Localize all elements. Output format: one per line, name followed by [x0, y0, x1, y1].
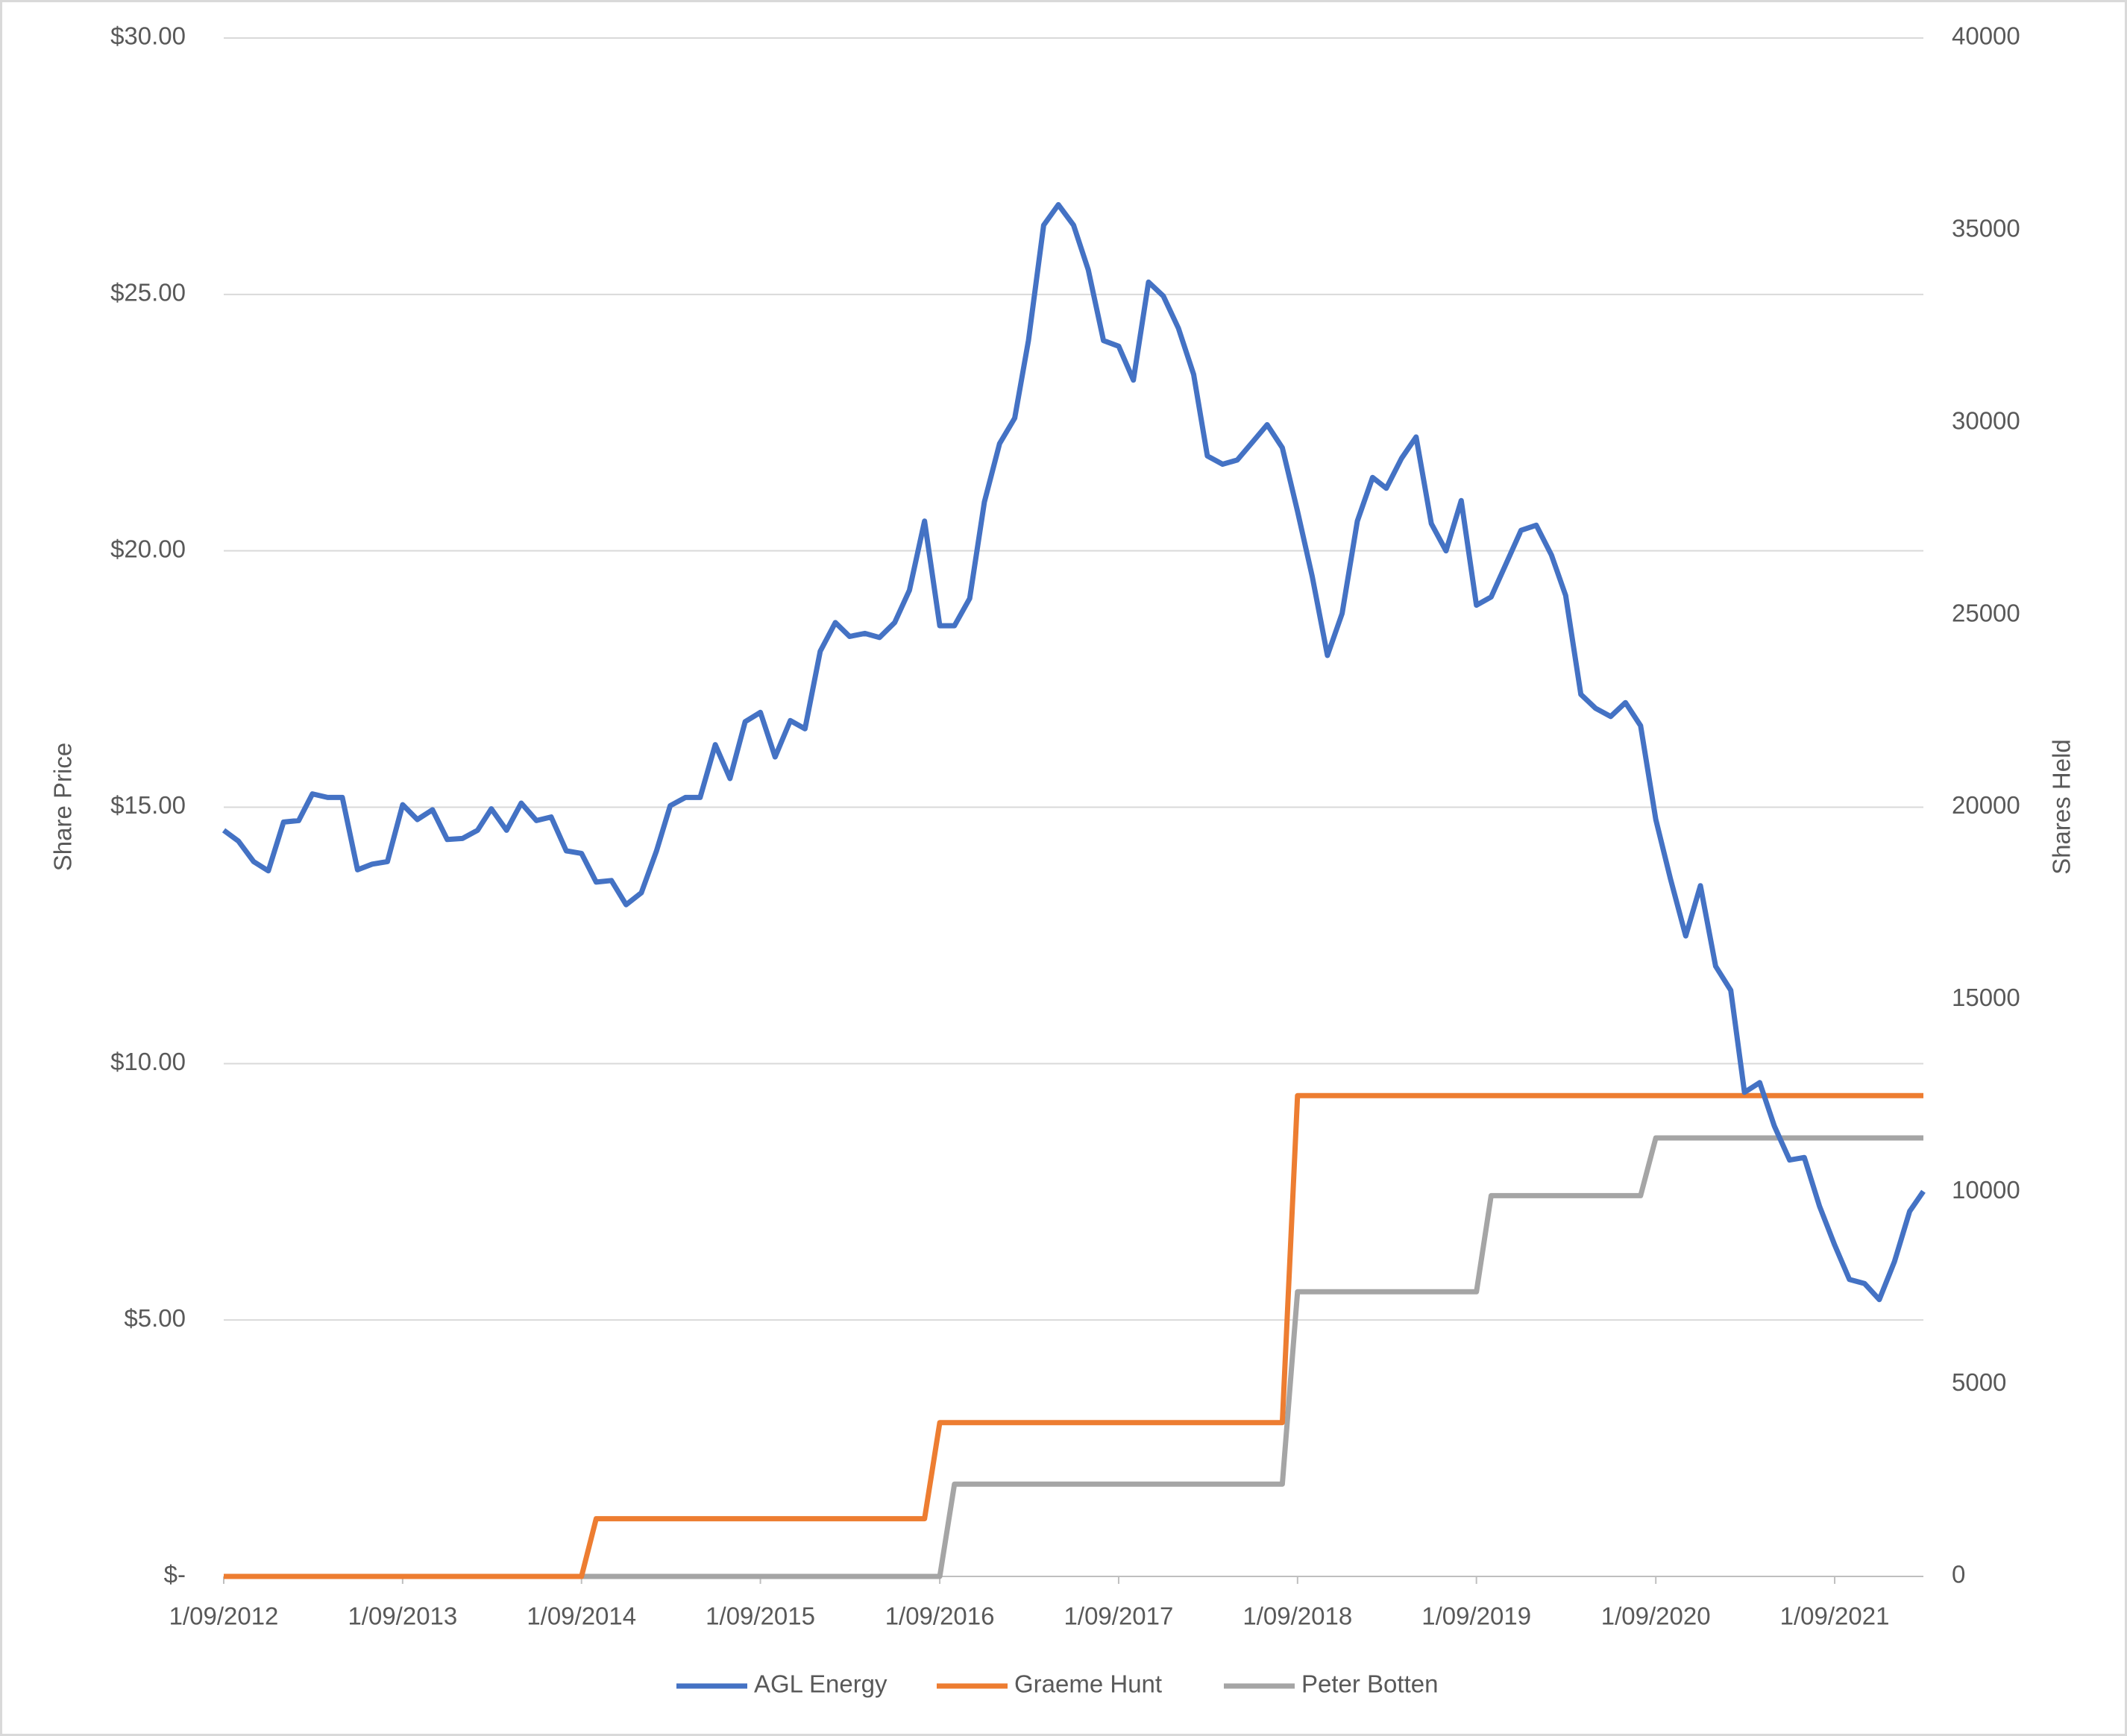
y-tick-label: $25.00 — [110, 279, 186, 306]
x-tick-label: 1/09/2015 — [706, 1603, 815, 1630]
x-tick-label: 1/09/2012 — [169, 1603, 279, 1630]
y2-tick-label: 25000 — [1952, 599, 2020, 626]
x-tick-label: 1/09/2018 — [1242, 1603, 1352, 1630]
x-tick-label: 1/09/2013 — [348, 1603, 457, 1630]
y-tick-label: $20.00 — [110, 535, 186, 562]
y-tick-label: $30.00 — [110, 22, 186, 50]
y-tick-label: $5.00 — [124, 1304, 186, 1332]
y-axis-title: Share Price — [49, 743, 77, 871]
y2-tick-label: 40000 — [1952, 22, 2020, 50]
y2-tick-label: 30000 — [1952, 406, 2020, 434]
legend-label: Graeme Hunt — [1014, 1670, 1162, 1698]
x-tick-label: 1/09/2016 — [885, 1603, 995, 1630]
x-tick-label: 1/09/2017 — [1064, 1603, 1174, 1630]
x-tick-label: 1/09/2021 — [1780, 1603, 1890, 1630]
y2-tick-label: 10000 — [1952, 1176, 2020, 1204]
y-tick-label: $15.00 — [110, 791, 186, 819]
x-tick-label: 1/09/2014 — [527, 1603, 636, 1630]
legend-label: AGL Energy — [754, 1670, 887, 1698]
series-line — [224, 1092, 1923, 1579]
y2-tick-label: 0 — [1952, 1561, 1965, 1588]
y2-tick-label: 35000 — [1952, 215, 2020, 242]
series-line — [222, 202, 1926, 1303]
series-line — [224, 1135, 1923, 1579]
y-tick-label: $10.00 — [110, 1048, 186, 1075]
y2-tick-label: 5000 — [1952, 1368, 2006, 1396]
y2-tick-label: 15000 — [1952, 984, 2020, 1011]
y2-tick-label: 20000 — [1952, 791, 2020, 819]
x-tick-label: 1/09/2020 — [1601, 1603, 1711, 1630]
y-tick-label: $- — [164, 1561, 186, 1588]
y2-axis-title: Shares Held — [2048, 739, 2076, 875]
x-tick-label: 1/09/2019 — [1421, 1603, 1531, 1630]
legend-label: Peter Botten — [1301, 1670, 1438, 1698]
